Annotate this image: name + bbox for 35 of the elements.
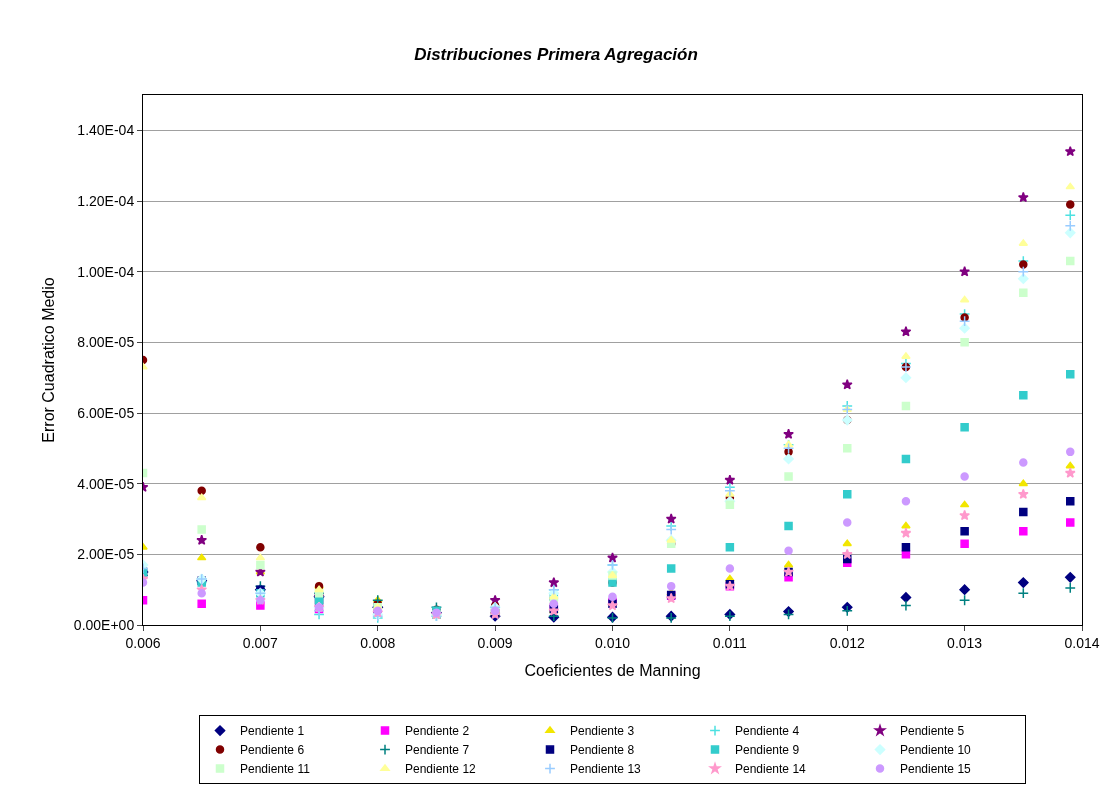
y-tick-label: 6.00E-05 [77, 404, 135, 421]
legend-label: Pendiente 15 [900, 762, 972, 777]
y-tick-label: 1.00E-04 [77, 263, 135, 280]
legend-label: Pendiente 11 [240, 762, 311, 777]
x-tick-label: 0.007 [242, 634, 279, 651]
x-tick-label: 0.008 [360, 634, 396, 651]
y-tick-label: 1.40E-04 [77, 122, 135, 139]
x-tick-label: 0.006 [125, 634, 161, 651]
y-tick-label: 2.00E-05 [77, 546, 135, 563]
legend-label: Pendiente 4 [735, 724, 800, 739]
x-axis-title: Coeficientes de Manning [524, 662, 701, 680]
legend-label: Pendiente 2 [405, 724, 470, 739]
legend-label: Pendiente 12 [405, 762, 477, 777]
legend-label: Pendiente 13 [570, 762, 642, 777]
legend-label: Pendiente 10 [900, 743, 972, 758]
x-tick-label: 0.014 [1064, 634, 1100, 651]
y-tick-label: 1.20E-04 [77, 192, 135, 209]
x-tick-label: 0.012 [829, 634, 865, 651]
y-tick-label: 8.00E-05 [77, 334, 135, 351]
legend-label: Pendiente 1 [240, 724, 305, 739]
legend-label: Pendiente 9 [735, 743, 800, 758]
x-tick-label: 0.010 [594, 634, 631, 651]
y-axis-title: Error Cuadratico Medio [39, 277, 57, 443]
legend-label: Pendiente 5 [900, 724, 965, 739]
x-tick-label: 0.013 [947, 634, 983, 651]
legend-label: Pendiente 3 [570, 724, 635, 739]
legend-label: Pendiente 7 [405, 743, 470, 758]
legend-label: Pendiente 14 [735, 762, 807, 777]
chart-title: Distribuciones Primera Agregación [414, 44, 698, 64]
y-tick-label: 0.00E+00 [73, 616, 135, 633]
legend-label: Pendiente 6 [240, 743, 305, 758]
x-tick-label: 0.011 [712, 634, 748, 651]
y-tick-label: 4.00E-05 [77, 475, 135, 492]
x-tick-label: 0.009 [477, 634, 513, 651]
legend-label: Pendiente 8 [570, 743, 635, 758]
